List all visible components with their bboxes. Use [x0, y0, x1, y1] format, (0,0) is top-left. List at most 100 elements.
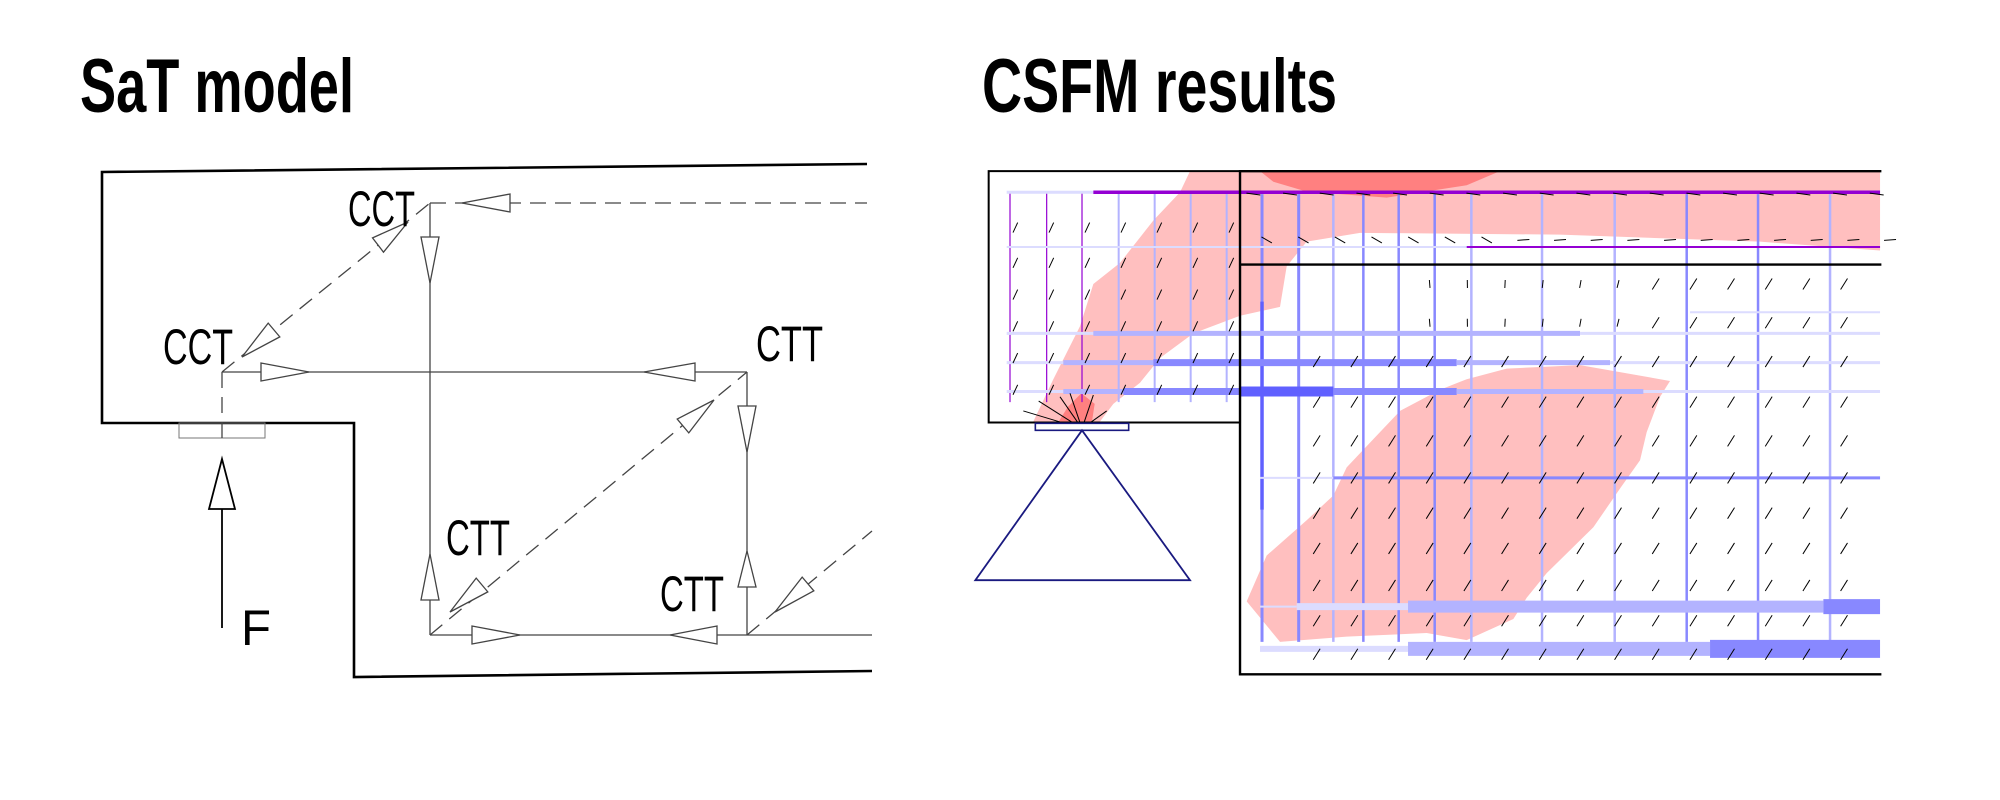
crack-direction-mark — [1049, 290, 1054, 300]
support-triangle — [975, 430, 1190, 580]
crack-direction-mark — [1652, 472, 1659, 483]
crack-direction-mark — [1615, 580, 1622, 591]
node-label-left: CCT — [163, 319, 233, 375]
crack-direction-mark — [1283, 193, 1297, 195]
crack-direction-mark — [1591, 239, 1603, 240]
crack-direction-mark — [1765, 543, 1772, 554]
crack-direction-mark — [1841, 649, 1848, 660]
crack-direction-mark — [1393, 193, 1407, 195]
crack-direction-mark — [1389, 615, 1396, 626]
crack-direction-mark — [1013, 321, 1018, 331]
crack-direction-mark — [1085, 385, 1090, 395]
compression-field-upper — [1033, 171, 1881, 422]
strut-lower-right-diagonal — [746, 530, 873, 636]
crack-direction-mark — [1765, 580, 1772, 591]
crack-direction-mark — [1193, 353, 1198, 363]
crack-direction-mark — [1690, 472, 1697, 483]
crack-direction-mark — [1313, 580, 1320, 591]
crack-direction-mark — [1796, 193, 1810, 195]
crack-direction-mark — [1313, 615, 1320, 626]
crack-direction-mark — [1728, 278, 1735, 289]
crack-direction-mark — [1464, 356, 1471, 367]
crack-direction-mark — [1613, 193, 1627, 195]
crack-direction-mark — [1539, 649, 1546, 660]
crack-direction-mark — [1803, 435, 1810, 446]
crack-direction-mark — [1841, 508, 1848, 519]
crack-direction-mark — [1652, 356, 1659, 367]
member-arrow-icon — [449, 577, 489, 613]
crack-direction-mark — [1577, 543, 1584, 554]
crack-direction-mark — [1121, 290, 1126, 300]
crack-direction-mark — [1728, 317, 1735, 328]
crack-direction-mark — [1157, 290, 1162, 300]
crack-direction-mark — [1803, 508, 1810, 519]
crack-direction-mark — [1841, 317, 1848, 328]
crack-direction-mark — [1841, 278, 1848, 289]
crack-direction-mark — [1542, 319, 1543, 327]
crack-direction-mark — [1652, 615, 1659, 626]
crack-direction-mark — [1049, 353, 1054, 363]
force-arrowhead-icon — [207, 455, 237, 510]
crack-direction-mark — [1728, 356, 1735, 367]
crack-direction-mark — [1652, 317, 1659, 328]
node-label-bottom-left: CTT — [446, 510, 510, 566]
crack-direction-mark — [1313, 508, 1320, 519]
compression-field-lower — [1246, 365, 1671, 642]
crack-direction-mark — [1690, 278, 1697, 289]
crack-direction-mark — [1760, 193, 1774, 195]
crack-direction-mark — [1884, 239, 1896, 240]
crack-direction-mark — [1765, 649, 1772, 660]
crack-direction-mark — [1803, 543, 1810, 554]
crack-direction-mark — [1502, 435, 1509, 446]
crack-direction-mark — [1298, 237, 1308, 243]
crack-direction-mark — [1121, 385, 1126, 395]
crack-direction-mark — [1686, 193, 1700, 195]
crack-direction-mark — [1577, 508, 1584, 519]
crack-direction-mark — [1690, 508, 1697, 519]
member-arrow-icon — [420, 553, 440, 601]
crack-direction-mark — [1803, 317, 1810, 328]
crack-direction-mark — [1728, 472, 1735, 483]
crack-direction-mark — [1615, 356, 1622, 367]
crack-direction-mark — [1121, 321, 1126, 331]
crack-direction-mark — [1320, 193, 1334, 195]
crack-direction-mark — [1085, 290, 1090, 300]
crack-direction-mark — [1121, 258, 1126, 268]
crack-direction-mark — [1728, 508, 1735, 519]
crack-direction-mark — [1193, 385, 1198, 395]
crack-direction-mark — [1426, 397, 1433, 408]
crack-direction-mark — [1690, 356, 1697, 367]
crack-direction-mark — [1803, 649, 1810, 660]
crack-direction-mark — [1502, 508, 1509, 519]
crack-direction-mark — [1085, 353, 1090, 363]
crack-direction-mark — [1157, 223, 1162, 233]
crack-direction-mark — [1408, 237, 1418, 243]
crack-direction-mark — [1464, 508, 1471, 519]
crack-direction-mark — [1013, 385, 1018, 395]
crack-direction-mark — [1841, 397, 1848, 408]
crack-direction-mark — [1389, 649, 1396, 660]
crack-direction-mark — [1313, 649, 1320, 660]
member-arrow-icon — [371, 221, 409, 254]
force-label: F — [241, 600, 271, 656]
crack-direction-mark — [1765, 435, 1772, 446]
crack-direction-mark — [1577, 580, 1584, 591]
crack-direction-mark — [1617, 280, 1619, 288]
crack-direction-mark — [1652, 649, 1659, 660]
crack-direction-mark — [1313, 356, 1320, 367]
crack-direction-mark — [1841, 543, 1848, 554]
crack-direction-mark — [1389, 580, 1396, 591]
crack-direction-mark — [1157, 385, 1162, 395]
crack-direction-mark — [1503, 193, 1517, 195]
crack-direction-mark — [1765, 317, 1772, 328]
crack-direction-mark — [1539, 543, 1546, 554]
csfm-results-plot — [975, 171, 1896, 674]
crack-direction-mark — [1554, 239, 1566, 240]
member-arrow-icon — [241, 322, 281, 358]
strut-middle-diagonal — [429, 371, 748, 636]
member-arrow-icon — [669, 625, 718, 645]
crack-direction-mark — [1841, 580, 1848, 591]
crack-direction-mark — [1765, 356, 1772, 367]
crack-direction-mark — [1351, 508, 1358, 519]
